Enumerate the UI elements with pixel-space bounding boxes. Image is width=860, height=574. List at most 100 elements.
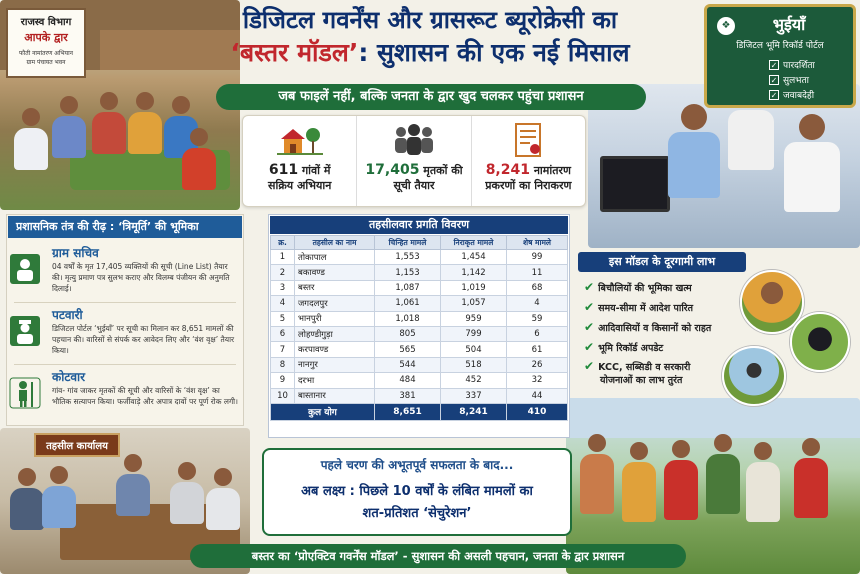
table-cell: 504	[440, 341, 507, 358]
officer-person	[170, 462, 204, 524]
table-cell: 6	[270, 325, 295, 343]
table-cell: 1,153	[374, 264, 441, 281]
check-icon: ✔	[584, 280, 595, 294]
sky	[566, 398, 860, 438]
table-cell: 959	[440, 310, 507, 327]
official-person	[52, 96, 86, 158]
farmer-phone-photo	[740, 270, 804, 334]
table-cell: 544	[374, 356, 441, 374]
sign-line4: ग्राम पंचायत भवन	[26, 59, 66, 66]
stat-label: प्रकरणों का निराकरण	[485, 179, 572, 192]
table-cell: 1,057	[440, 295, 507, 312]
portal-feature: ✓ पारदर्शिता	[769, 60, 815, 71]
role-description: 04 वर्षों के मृत 17,405 व्यक्तियों की सू…	[52, 262, 230, 293]
role-description: गांव- गांव जाकर मृतकों की सूची और वारिसो…	[52, 386, 238, 406]
officer-person	[10, 468, 44, 530]
title-line1: डिजिटल गवर्नेंस और ग्रासरूट ब्यूरोक्रेसी…	[242, 6, 618, 34]
farmer-person	[746, 442, 780, 522]
benefits-list: ✔ बिचौलियों की भूमिका खत्म ✔ समय-सीमा में …	[584, 278, 764, 387]
check-icon: ✔	[584, 320, 595, 334]
benefit-item: ✔ भूमि रिकॉर्ड अपडेट	[584, 340, 664, 354]
table-row: 10 बास्तानार 381 337 44	[270, 387, 568, 404]
footer-banner: बस्तर का ‘प्रोएक्टिव गवर्नेंस मॉडल’ - सु…	[190, 544, 686, 568]
villager-woman	[182, 128, 216, 190]
table-cell: 518	[440, 356, 507, 374]
column-header: चिन्हित मामले	[374, 235, 441, 250]
portal-feature: ✓ सुलभता	[769, 75, 809, 86]
table-cell: 799	[440, 325, 507, 343]
table-row: 6 लोहण्डीगुड़ा 805 799 6	[270, 325, 568, 343]
table-cell: 1,454	[440, 248, 507, 266]
title-highlight: ‘बस्तर मॉडल’	[230, 38, 359, 67]
table-row: 7 करपावण्ड 565 504 61	[270, 341, 568, 358]
officer-person	[784, 114, 840, 212]
table-cell: 565	[374, 341, 441, 358]
achievement-line2: अब लक्ष्य : पिछले 10 वर्षों के लंबित माम…	[301, 484, 533, 499]
check-icon: ✔	[584, 340, 595, 354]
officer-person	[206, 468, 240, 530]
column-header: शेष मामले	[506, 235, 568, 250]
table-cell: दरभा	[294, 372, 375, 389]
table-cell: 8,241	[440, 402, 507, 421]
roles-panel	[6, 214, 244, 426]
patwari-icon	[8, 314, 42, 348]
table-cell: 4	[270, 295, 295, 312]
people-icon	[357, 122, 470, 158]
check-icon: ✔	[584, 359, 595, 373]
table-header-row: क्र. तहसील का नाम चिन्हित मामले निराकृत …	[270, 235, 568, 250]
stat-label: सूची तैयार	[393, 179, 435, 192]
divider	[14, 364, 236, 365]
stat-number: 17,405	[365, 162, 420, 178]
table-row: 3 बस्तर 1,087 1,019 68	[270, 279, 568, 297]
table-row: 4 जगदलपुर 1,061 1,057 4	[270, 295, 568, 312]
villager-person	[92, 92, 126, 154]
table-cell: 26	[506, 356, 568, 374]
stat-number: 8,241	[485, 162, 530, 178]
kotwar-icon	[8, 376, 42, 410]
title-line2: ‘बस्तर मॉडल’: सुशासन की एक नई मिसाल	[180, 36, 680, 70]
table-cell: 1,087	[374, 279, 441, 297]
table-cell: भानपुरी	[294, 310, 375, 327]
farmer-person	[580, 434, 614, 514]
stat-label: सक्रिय अभियान	[268, 179, 332, 192]
divider	[14, 302, 236, 303]
sign-line3: फौती नामांतरण अभियान	[19, 50, 73, 57]
farmer-woman	[664, 440, 698, 520]
table-cell: 1,018	[374, 310, 441, 327]
table-cell: 452	[440, 372, 507, 389]
table-cell: बस्तर	[294, 279, 375, 297]
bhuiyan-portal-board: ❖ भुईयाँ डिजिटल भूमि रिकॉर्ड पोर्टल ✓ पार…	[704, 4, 856, 108]
table-cell: 32	[506, 372, 568, 389]
table-cell: 381	[374, 387, 441, 404]
table-cell: 1,553	[374, 248, 441, 266]
table-cell: 337	[440, 387, 507, 404]
officer-person	[42, 466, 76, 528]
subtitle-banner: जब फाइलें नहीं, बल्कि जनता के द्वार खुद …	[216, 84, 646, 110]
table-cell: कुल योग	[270, 402, 375, 421]
table-cell: 8,651	[374, 402, 441, 421]
role-title: कोटवार	[52, 370, 86, 384]
table-total-row: कुल योग 8,651 8,241 410	[270, 402, 568, 421]
portal-logo-icon: ❖	[717, 17, 735, 35]
table-cell: 1,019	[440, 279, 507, 297]
column-header: क्र.	[270, 235, 295, 250]
table-row: 9 दरभा 484 452 32	[270, 372, 568, 389]
tahsil-signboard: तहसील कार्यालय	[34, 433, 120, 457]
table-cell: 11	[506, 264, 568, 281]
check-icon: ✓	[769, 75, 779, 85]
table-cell: 59	[506, 310, 568, 327]
table-cell: 805	[374, 325, 441, 343]
role-title: पटवारी	[52, 308, 83, 322]
benefit-item: ✔ बिचौलियों की भूमिका खत्म	[584, 280, 692, 294]
drone-photo	[722, 346, 786, 406]
table-cell: बकावण्ड	[294, 264, 375, 281]
sign-line1: राजस्व विभाग	[20, 17, 72, 28]
house-roof	[100, 30, 240, 70]
table-cell: 484	[374, 372, 441, 389]
table-cell: 9	[270, 372, 295, 389]
table-cell: 410	[506, 402, 568, 421]
official-person	[14, 108, 48, 170]
table-cell: 44	[506, 387, 568, 404]
village-icon	[243, 122, 356, 158]
achievement-line3: शत-प्रतिशत ‘सेचुरेशन’	[362, 506, 472, 521]
